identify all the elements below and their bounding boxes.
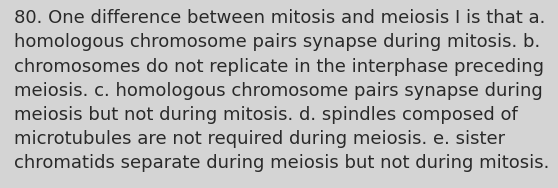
Text: meiosis but not during mitosis. d. spindles composed of: meiosis but not during mitosis. d. spind… — [14, 106, 518, 124]
Text: homologous chromosome pairs synapse during mitosis. b.: homologous chromosome pairs synapse duri… — [14, 33, 540, 52]
Text: chromosomes do not replicate in the interphase preceding: chromosomes do not replicate in the inte… — [14, 58, 544, 76]
Text: chromatids separate during meiosis but not during mitosis.: chromatids separate during meiosis but n… — [14, 154, 549, 172]
Text: 80. One difference between mitosis and meiosis I is that a.: 80. One difference between mitosis and m… — [14, 9, 545, 27]
Text: meiosis. c. homologous chromosome pairs synapse during: meiosis. c. homologous chromosome pairs … — [14, 82, 543, 100]
Text: microtubules are not required during meiosis. e. sister: microtubules are not required during mei… — [14, 130, 505, 148]
